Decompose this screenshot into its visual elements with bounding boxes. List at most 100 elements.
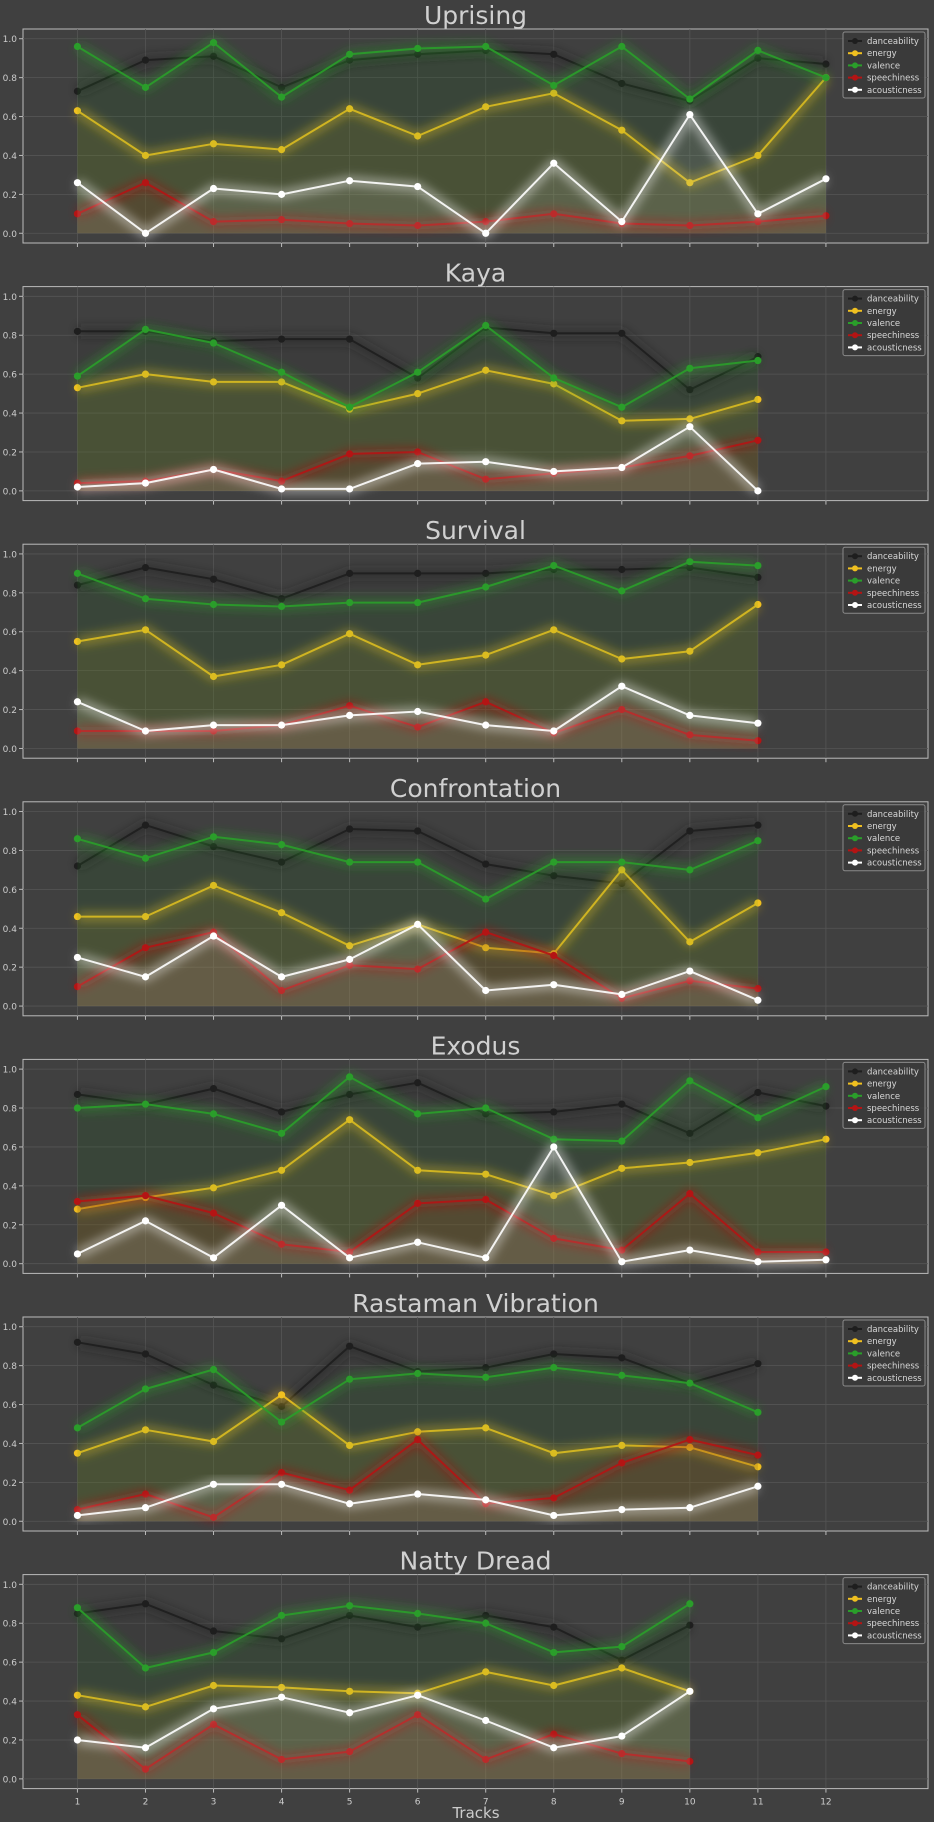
series-line-energy (77, 1118, 827, 1211)
data-point-acousticness (141, 479, 150, 487)
data-point-valence (754, 1408, 762, 1416)
legend-marker (852, 810, 858, 817)
legend-label: acousticness (867, 601, 922, 611)
data-point-acousticness (346, 955, 354, 963)
data-point-danceability (346, 1090, 354, 1099)
legend-label: danceability (867, 810, 919, 820)
data-point-danceability (141, 1600, 150, 1608)
y-tick-label: 0.0 (3, 1003, 18, 1013)
data-point-valence (209, 339, 218, 347)
legend-box (842, 546, 926, 614)
legend-label: speechiness (867, 1104, 920, 1114)
legend-label: energy (867, 49, 897, 59)
y-tick-label: 0.0 (3, 1775, 18, 1785)
data-point-danceability (754, 1360, 762, 1368)
chart-panel: Natty Dread 0.0 0.2 0.4 0.6 0.8 1.0 danceabilit… (3, 1547, 929, 1793)
data-point-speechiness (822, 1248, 830, 1256)
y-tick-label: 0.2 (3, 964, 17, 974)
data-point-valence (550, 1648, 558, 1657)
data-point-energy (414, 390, 422, 398)
data-point-energy (482, 651, 490, 659)
chart-panel: Confrontation 0.0 0.2 0.4 0.6 0.8 1.0 danceabil… (3, 774, 929, 1020)
data-point-valence (618, 42, 626, 51)
y-tick-label: 1.0 (3, 1581, 18, 1591)
legend-label: speechiness (867, 1619, 920, 1629)
legend-marker (852, 1583, 858, 1590)
data-point-acousticness (618, 463, 626, 472)
data-point-danceability (414, 1079, 422, 1087)
y-tick-label: 1.0 (3, 293, 18, 303)
x-tick-label: 6 (415, 1798, 421, 1808)
data-point-energy (73, 384, 82, 392)
data-point-acousticness (141, 1744, 150, 1752)
data-point-acousticness (618, 218, 626, 226)
plot-frame (22, 286, 929, 502)
legend-marker (852, 86, 858, 93)
data-point-valence (550, 1135, 558, 1143)
data-point-speechiness (822, 212, 830, 220)
data-point-danceability (277, 595, 286, 603)
legend-label: energy (867, 1337, 897, 1347)
y-tick-label: 0.0 (3, 230, 18, 240)
data-point-energy (754, 899, 762, 907)
data-point-valence (550, 374, 558, 382)
series-area-valence (77, 325, 758, 491)
data-point-valence (277, 602, 286, 611)
series-area-energy (77, 370, 758, 491)
data-point-valence (550, 1363, 558, 1372)
data-point-acousticness (414, 460, 422, 468)
data-point-valence (209, 833, 218, 841)
legend-label: valence (867, 1349, 900, 1359)
data-point-energy (209, 672, 218, 681)
data-point-acousticness (414, 920, 422, 928)
series-line-speechiness (76, 181, 826, 227)
data-point-energy (73, 1449, 82, 1457)
data-point-danceability (209, 1627, 218, 1635)
data-point-valence (482, 1104, 490, 1112)
data-point-speechiness (482, 475, 490, 483)
chart-title: Confrontation (390, 774, 561, 803)
legend-box (842, 1061, 926, 1129)
data-point-speechiness (209, 1720, 218, 1728)
series-area-acousticness (77, 114, 826, 234)
data-point-acousticness (414, 182, 422, 191)
data-point-danceability (686, 386, 694, 394)
legend-label: valence (867, 1092, 900, 1102)
data-point-danceability (414, 569, 422, 577)
data-point-energy (550, 1681, 558, 1690)
data-point-valence (277, 841, 286, 849)
data-point-acousticness (141, 727, 150, 735)
data-point-danceability (209, 842, 218, 851)
series-area-speechiness (77, 1439, 758, 1522)
series-line-acousticness (76, 113, 827, 235)
y-tick-label: 0.0 (3, 1260, 18, 1270)
data-point-acousticness (482, 721, 490, 729)
data-point-energy (277, 1166, 286, 1174)
data-point-valence (209, 1648, 218, 1657)
legend-marker (852, 1080, 858, 1087)
y-tick-label: 1.0 (3, 1066, 18, 1076)
x-axis-label: Tracks (451, 1804, 499, 1822)
data-point-energy (618, 1164, 626, 1172)
data-point-energy (346, 105, 354, 113)
legend-marker (852, 847, 858, 854)
data-point-acousticness (277, 721, 286, 729)
chart-panel: Survival 0.0 0.2 0.4 0.6 0.8 1.0 danceability en… (3, 516, 929, 763)
data-point-energy (414, 132, 422, 140)
data-point-valence (141, 595, 150, 603)
data-point-speechiness (414, 448, 422, 456)
legend-marker (852, 1092, 858, 1099)
data-point-acousticness (346, 1709, 354, 1717)
data-point-valence (482, 895, 490, 903)
data-point-valence (141, 1385, 150, 1393)
data-point-energy (754, 151, 762, 160)
series-line-danceability (77, 1081, 827, 1135)
legend-label: speechiness (867, 846, 920, 856)
chart-panel: Uprising 0.0 0.2 0.4 0.6 0.8 1.0 danceability en… (3, 1, 929, 247)
y-tick-label: 0.6 (3, 886, 18, 896)
data-point-valence (141, 83, 150, 91)
data-point-valence (618, 1137, 626, 1145)
x-tick-label: 10 (684, 1798, 696, 1808)
data-point-acousticness (73, 953, 82, 962)
data-point-energy (414, 1428, 422, 1436)
